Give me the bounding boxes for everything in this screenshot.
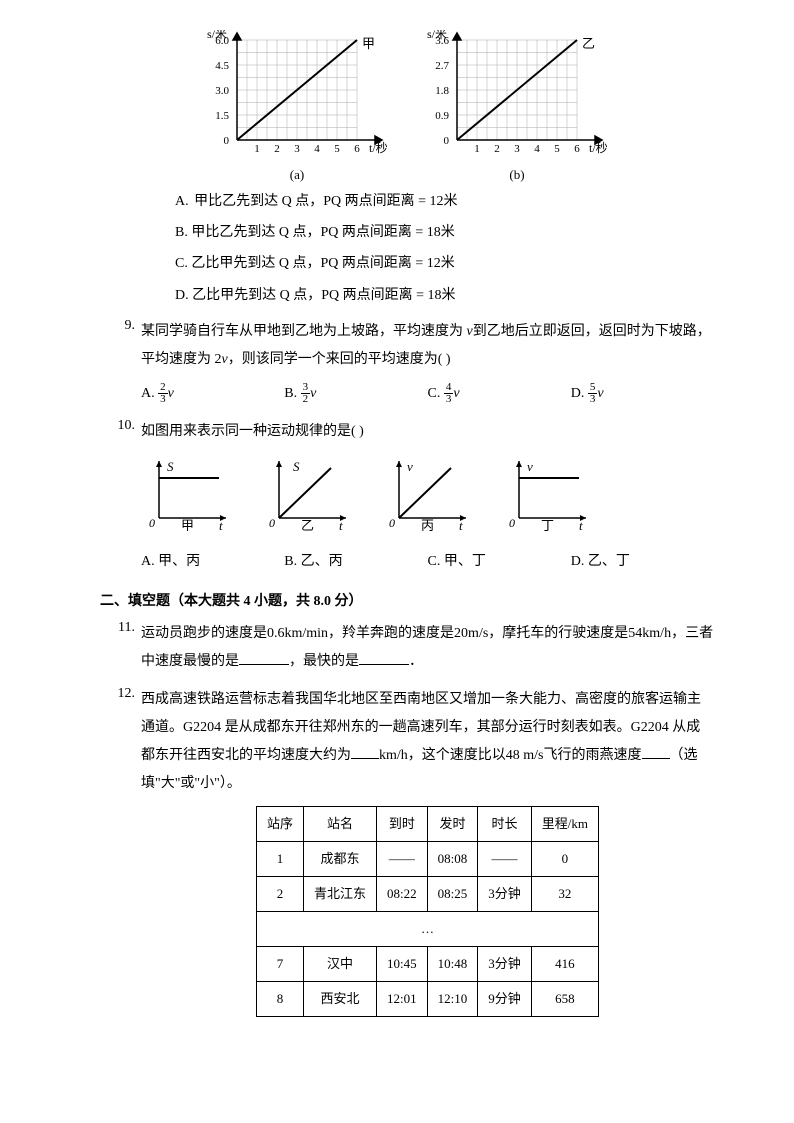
table-header-row: 站序 站名 到时 发时 时长 里程/km — [256, 806, 598, 841]
mini-chart-jia: S 0 t 甲 — [141, 456, 231, 542]
svg-text:t: t — [219, 518, 223, 531]
q10-charts: S 0 t 甲 S 0 t 乙 — [141, 456, 714, 542]
q12-num: 12. — [100, 686, 141, 1017]
chart-a-xlabel: t/秒 — [369, 141, 388, 155]
svg-text:2: 2 — [494, 143, 500, 155]
svg-text:0: 0 — [224, 135, 230, 147]
table-row: 7汉中10:4510:483分钟416 — [256, 946, 598, 981]
svg-text:t: t — [339, 518, 343, 531]
q10-num: 10. — [100, 418, 141, 576]
svg-text:1.8: 1.8 — [435, 85, 449, 97]
svg-text:5: 5 — [334, 143, 340, 155]
q10: 10. 如图用来表示同一种运动规律的是( ) S 0 t 甲 — [100, 418, 714, 576]
q10-opt-a: A. 甲、丙 — [141, 548, 284, 576]
q9-opt-a: A. 23v — [141, 380, 284, 408]
q10-opt-b: B. 乙、丙 — [284, 548, 427, 576]
chart-b: 乙 s/米 0 0.9 1.8 2.7 3.6 1 2 3 4 5 6 t/秒 — [417, 30, 617, 160]
svg-text:S: S — [167, 459, 174, 474]
svg-text:3: 3 — [514, 143, 520, 155]
q8-options: A. 甲比乙先到达 Q 点，PQ 两点间距离 = 12米 B. 甲比乙先到达 Q… — [175, 189, 714, 308]
blank-input[interactable] — [351, 744, 379, 759]
opt-d: D. 乙比甲先到达 Q 点，PQ 两点间距离 = 18米 — [175, 283, 714, 308]
mini-chart-yi: S 0 t 乙 — [261, 456, 351, 542]
svg-text:4: 4 — [534, 143, 540, 155]
svg-text:丁: 丁 — [541, 518, 554, 531]
svg-text:t: t — [459, 518, 463, 531]
svg-text:S: S — [293, 459, 300, 474]
chart-a: 甲 s/米 0 1.5 3.0 4.5 6.0 1 2 3 4 5 6 t/秒 — [197, 30, 397, 160]
opt-c: C. 乙比甲先到达 Q 点，PQ 两点间距离 = 12米 — [175, 251, 714, 276]
q9-num: 9. — [100, 318, 141, 408]
table-row: 1成都东——08:08——0 — [256, 841, 598, 876]
opt-a: A. 甲比乙先到达 Q 点，PQ 两点间距离 = 12米 — [175, 189, 714, 214]
table-row: 2青北江东08:2208:253分钟32 — [256, 876, 598, 911]
svg-text:2: 2 — [274, 143, 280, 155]
svg-text:0: 0 — [444, 135, 450, 147]
chart-b-wrap: 乙 s/米 0 0.9 1.8 2.7 3.6 1 2 3 4 5 6 t/秒 … — [417, 30, 617, 183]
q9-opt-c: C. 43v — [428, 380, 571, 408]
svg-text:3: 3 — [294, 143, 300, 155]
charts-row: 甲 s/米 0 1.5 3.0 4.5 6.0 1 2 3 4 5 6 t/秒 … — [100, 30, 714, 183]
table-ellipsis-row: … — [256, 911, 598, 946]
svg-text:0: 0 — [509, 516, 515, 530]
svg-text:1: 1 — [254, 143, 260, 155]
timetable: 站序 站名 到时 发时 时长 里程/km 1成都东——08:08——0 2青北江… — [256, 806, 599, 1017]
svg-text:v: v — [407, 459, 413, 474]
svg-text:1.5: 1.5 — [215, 110, 229, 122]
svg-text:1: 1 — [474, 143, 480, 155]
blank-input[interactable] — [359, 650, 409, 665]
svg-text:0: 0 — [149, 516, 155, 530]
svg-text:t: t — [579, 518, 583, 531]
q9-opt-b: B. 32v — [284, 380, 427, 408]
chart-b-caption: (b) — [417, 167, 617, 183]
svg-text:丙: 丙 — [421, 518, 434, 531]
chart-b-line-label: 乙 — [582, 36, 595, 51]
svg-text:0: 0 — [389, 516, 395, 530]
q10-opt-c: C. 甲、丁 — [428, 548, 571, 576]
q12: 12. 西成高速铁路运营标志着我国华北地区至西南地区又增加一条大能力、高密度的旅… — [100, 686, 714, 1017]
q11-num: 11. — [100, 620, 141, 676]
mini-chart-bing: v 0 t 丙 — [381, 456, 471, 542]
section-2-header: 二、填空题（本大题共 4 小题，共 8.0 分） — [100, 590, 714, 610]
chart-b-xlabel: t/秒 — [589, 141, 608, 155]
opt-b: B. 甲比乙先到达 Q 点，PQ 两点间距离 = 18米 — [175, 220, 714, 245]
q9: 9. 某同学骑自行车从甲地到乙地为上坡路，平均速度为 v到乙地后立即返回，返回时… — [100, 318, 714, 408]
svg-text:4: 4 — [314, 143, 320, 155]
svg-text:甲: 甲 — [181, 518, 194, 531]
svg-text:3.6: 3.6 — [435, 35, 449, 47]
svg-text:v: v — [527, 459, 533, 474]
blank-input[interactable] — [642, 744, 670, 759]
svg-text:0.9: 0.9 — [435, 110, 449, 122]
blank-input[interactable] — [239, 650, 289, 665]
q10-opt-d: D. 乙、丁 — [571, 548, 714, 576]
svg-text:2.7: 2.7 — [435, 60, 449, 72]
chart-a-line-label: 甲 — [362, 36, 375, 51]
table-row: 8西安北12:0112:109分钟658 — [256, 981, 598, 1016]
svg-text:5: 5 — [554, 143, 560, 155]
svg-text:6: 6 — [574, 143, 580, 155]
svg-text:6: 6 — [354, 143, 360, 155]
svg-text:3.0: 3.0 — [215, 85, 229, 97]
q9-opt-d: D. 53v — [571, 380, 714, 408]
mini-chart-ding: v 0 t 丁 — [501, 456, 591, 542]
chart-a-wrap: 甲 s/米 0 1.5 3.0 4.5 6.0 1 2 3 4 5 6 t/秒 … — [197, 30, 397, 183]
q10-options: A. 甲、丙 B. 乙、丙 C. 甲、丁 D. 乙、丁 — [141, 548, 714, 576]
q11: 11. 运动员跑步的速度是0.6km/min，羚羊奔跑的速度是20m/s，摩托车… — [100, 620, 714, 676]
chart-a-caption: (a) — [197, 167, 397, 183]
svg-text:6.0: 6.0 — [215, 35, 229, 47]
svg-text:4.5: 4.5 — [215, 60, 229, 72]
svg-text:乙: 乙 — [301, 518, 314, 531]
q9-options: A. 23v B. 32v C. 43v D. 53v — [141, 380, 714, 408]
svg-text:0: 0 — [269, 516, 275, 530]
